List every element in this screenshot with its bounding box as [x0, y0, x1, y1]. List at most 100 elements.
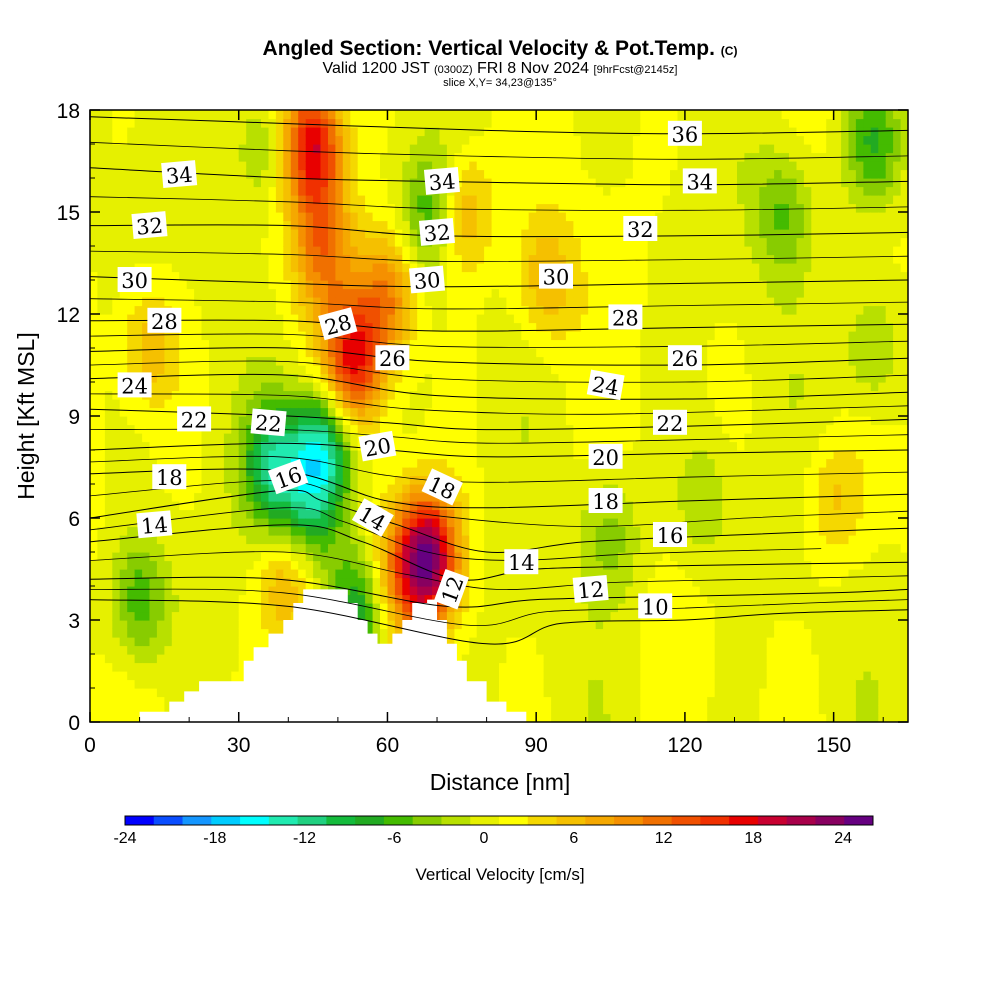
velocity-cell	[513, 280, 522, 290]
velocity-cell	[387, 382, 396, 392]
velocity-cell	[171, 152, 180, 162]
velocity-cell	[313, 127, 322, 137]
velocity-cell	[149, 603, 158, 613]
velocity-cell	[484, 688, 493, 698]
velocity-cell	[201, 178, 210, 188]
velocity-cell	[201, 203, 210, 213]
velocity-cell	[461, 569, 470, 579]
velocity-cell	[283, 518, 292, 528]
velocity-cell	[461, 280, 470, 290]
velocity-cell	[253, 314, 262, 324]
velocity-cell	[476, 365, 485, 375]
velocity-cell	[454, 152, 463, 162]
velocity-cell	[380, 339, 388, 349]
velocity-cell	[223, 509, 232, 519]
velocity-cell	[491, 220, 500, 230]
velocity-cell	[223, 331, 232, 341]
velocity-cell	[104, 441, 113, 451]
velocity-cell	[194, 263, 203, 273]
velocity-cell	[179, 135, 188, 145]
velocity-cell	[580, 713, 589, 722]
velocity-cell	[171, 501, 180, 511]
velocity-cell	[499, 543, 507, 553]
velocity-cell	[320, 348, 329, 358]
velocity-cell	[275, 603, 284, 613]
velocity-cell	[446, 441, 455, 451]
velocity-cell	[142, 169, 151, 179]
velocity-cell	[186, 611, 195, 621]
velocity-cell	[417, 594, 426, 604]
velocity-cell	[305, 348, 314, 358]
velocity-cell	[580, 339, 589, 349]
velocity-cell	[328, 229, 336, 239]
velocity-cell	[357, 229, 366, 239]
velocity-cell	[558, 628, 567, 638]
velocity-cell	[298, 161, 307, 171]
velocity-cell	[179, 356, 188, 366]
velocity-cell	[521, 577, 530, 587]
velocity-cell	[201, 484, 210, 494]
velocity-cell	[484, 246, 493, 256]
velocity-cell	[194, 178, 203, 188]
velocity-cell	[112, 110, 121, 120]
velocity-cell	[186, 373, 195, 383]
velocity-cell	[521, 688, 530, 698]
velocity-cell	[499, 118, 507, 128]
velocity-cell	[417, 127, 426, 137]
velocity-cell	[261, 144, 269, 154]
velocity-cell	[268, 322, 277, 332]
velocity-cell	[335, 127, 344, 137]
velocity-cell	[209, 314, 217, 324]
velocity-cell	[342, 237, 351, 247]
velocity-cell	[231, 450, 240, 460]
velocity-cell	[97, 560, 106, 570]
velocity-cell	[119, 671, 128, 681]
velocity-cell	[558, 229, 567, 239]
velocity-cell	[156, 246, 165, 256]
velocity-cell	[476, 195, 485, 205]
velocity-cell	[335, 552, 344, 562]
velocity-cell	[365, 203, 374, 213]
velocity-cell	[164, 620, 173, 630]
velocity-cell	[305, 458, 314, 468]
velocity-cell	[365, 263, 374, 273]
velocity-cell	[499, 441, 507, 451]
velocity-cell	[536, 254, 545, 264]
velocity-cell	[543, 603, 552, 613]
velocity-cell	[104, 348, 113, 358]
velocity-cell	[261, 271, 269, 281]
velocity-cell	[342, 254, 351, 264]
velocity-cell	[573, 135, 582, 145]
velocity-cell	[149, 110, 158, 120]
velocity-cell	[521, 186, 530, 196]
velocity-cell	[476, 552, 485, 562]
velocity-cell	[565, 212, 574, 222]
velocity-cell	[246, 280, 255, 290]
velocity-cell	[142, 560, 151, 570]
velocity-cell	[439, 424, 448, 434]
velocity-cell	[484, 203, 493, 213]
velocity-cell	[461, 492, 470, 502]
velocity-cell	[238, 178, 247, 188]
velocity-cell	[551, 288, 560, 298]
velocity-cell	[261, 314, 269, 324]
velocity-cell	[387, 135, 396, 145]
velocity-cell	[216, 501, 225, 511]
velocity-cell	[216, 288, 225, 298]
velocity-cell	[476, 467, 485, 477]
velocity-cell	[179, 603, 188, 613]
velocity-cell	[149, 620, 158, 630]
velocity-cell	[528, 195, 537, 205]
velocity-cell	[223, 390, 232, 400]
velocity-cell	[246, 195, 255, 205]
velocity-cell	[238, 365, 247, 375]
velocity-cell	[417, 586, 426, 596]
velocity-cell	[595, 620, 604, 630]
velocity-cell	[484, 560, 493, 570]
velocity-cell	[387, 569, 396, 579]
velocity-cell	[565, 637, 574, 647]
velocity-cell	[342, 135, 351, 145]
velocity-cell	[171, 637, 180, 647]
velocity-cell	[380, 254, 388, 264]
velocity-cell	[142, 696, 151, 706]
